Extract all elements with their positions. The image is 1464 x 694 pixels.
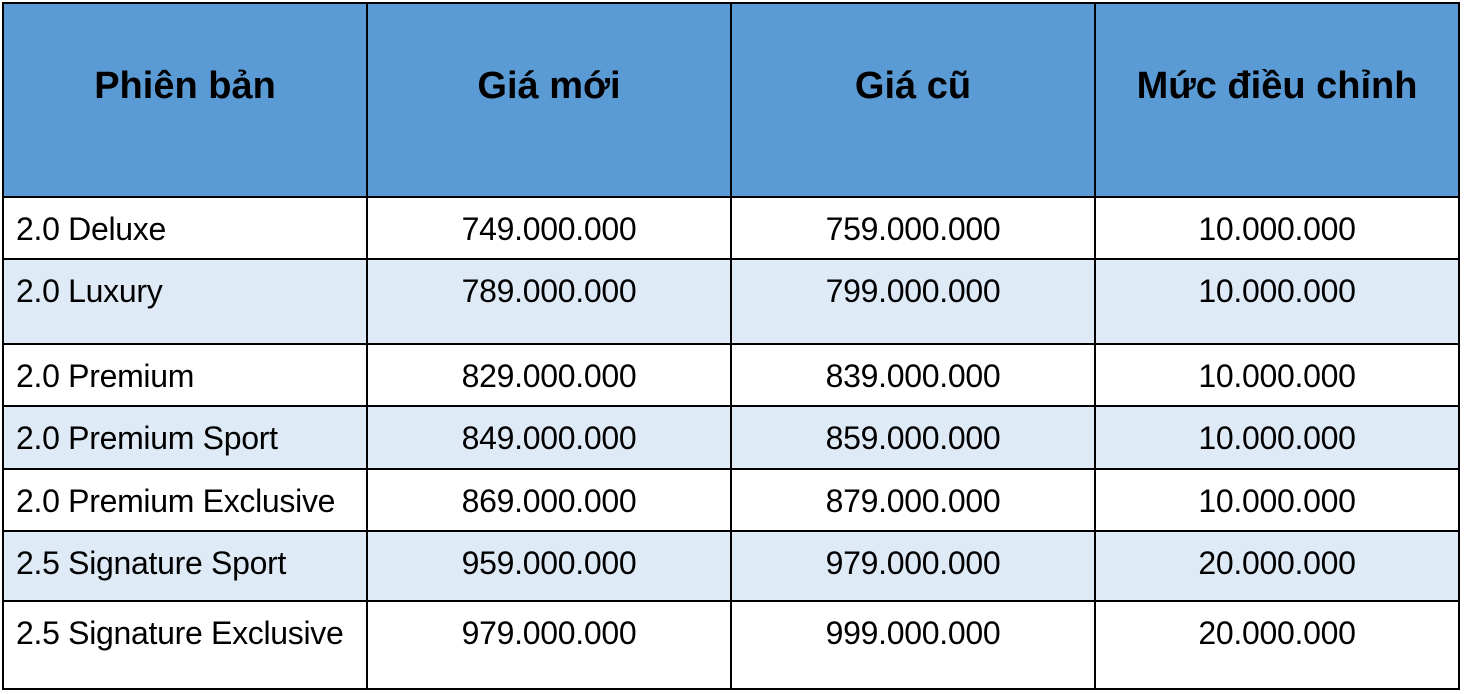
adjustment-cell: 20.000.000: [1094, 600, 1460, 690]
old-price-cell: 879.000.000: [730, 468, 1096, 532]
adjustment-cell: 10.000.000: [1094, 258, 1460, 345]
old-price-cell: 859.000.000: [730, 405, 1096, 470]
new-price-cell: 959.000.000: [366, 530, 732, 602]
new-price-cell: 979.000.000: [366, 600, 732, 690]
version-cell: 2.0 Premium Sport: [2, 405, 368, 470]
old-price-cell: 999.000.000: [730, 600, 1096, 690]
new-price-cell: 849.000.000: [366, 405, 732, 470]
old-price-cell: 979.000.000: [730, 530, 1096, 602]
column-header-old-price: Giá cũ: [730, 2, 1096, 198]
table-row: 2.0 Premium Exclusive 869.000.000 879.00…: [2, 468, 1460, 532]
old-price-cell: 839.000.000: [730, 343, 1096, 407]
header-row: Phiên bản Giá mới Giá cũ Mức điều chỉnh: [2, 2, 1460, 198]
table-row: 2.0 Premium 829.000.000 839.000.000 10.0…: [2, 343, 1460, 407]
column-header-new-price: Giá mới: [366, 2, 732, 198]
table-row: 2.5 Signature Exclusive 979.000.000 999.…: [2, 600, 1460, 690]
table-row: 2.0 Deluxe 749.000.000 759.000.000 10.00…: [2, 196, 1460, 260]
adjustment-cell: 10.000.000: [1094, 343, 1460, 407]
new-price-cell: 829.000.000: [366, 343, 732, 407]
version-cell: 2.0 Luxury: [2, 258, 368, 345]
new-price-cell: 869.000.000: [366, 468, 732, 532]
table-row: 2.0 Premium Sport 849.000.000 859.000.00…: [2, 405, 1460, 470]
new-price-cell: 789.000.000: [366, 258, 732, 345]
version-cell: 2.5 Signature Sport: [2, 530, 368, 602]
version-cell: 2.0 Deluxe: [2, 196, 368, 260]
adjustment-cell: 10.000.000: [1094, 468, 1460, 532]
version-cell: 2.5 Signature Exclusive: [2, 600, 368, 690]
adjustment-cell: 10.000.000: [1094, 196, 1460, 260]
table-row: 2.0 Luxury 789.000.000 799.000.000 10.00…: [2, 258, 1460, 345]
column-header-adjustment: Mức điều chỉnh: [1094, 2, 1460, 198]
column-header-version: Phiên bản: [2, 2, 368, 198]
table-row: 2.5 Signature Sport 959.000.000 979.000.…: [2, 530, 1460, 602]
old-price-cell: 799.000.000: [730, 258, 1096, 345]
adjustment-cell: 20.000.000: [1094, 530, 1460, 602]
version-cell: 2.0 Premium Exclusive: [2, 468, 368, 532]
version-cell: 2.0 Premium: [2, 343, 368, 407]
old-price-cell: 759.000.000: [730, 196, 1096, 260]
adjustment-cell: 10.000.000: [1094, 405, 1460, 470]
new-price-cell: 749.000.000: [366, 196, 732, 260]
